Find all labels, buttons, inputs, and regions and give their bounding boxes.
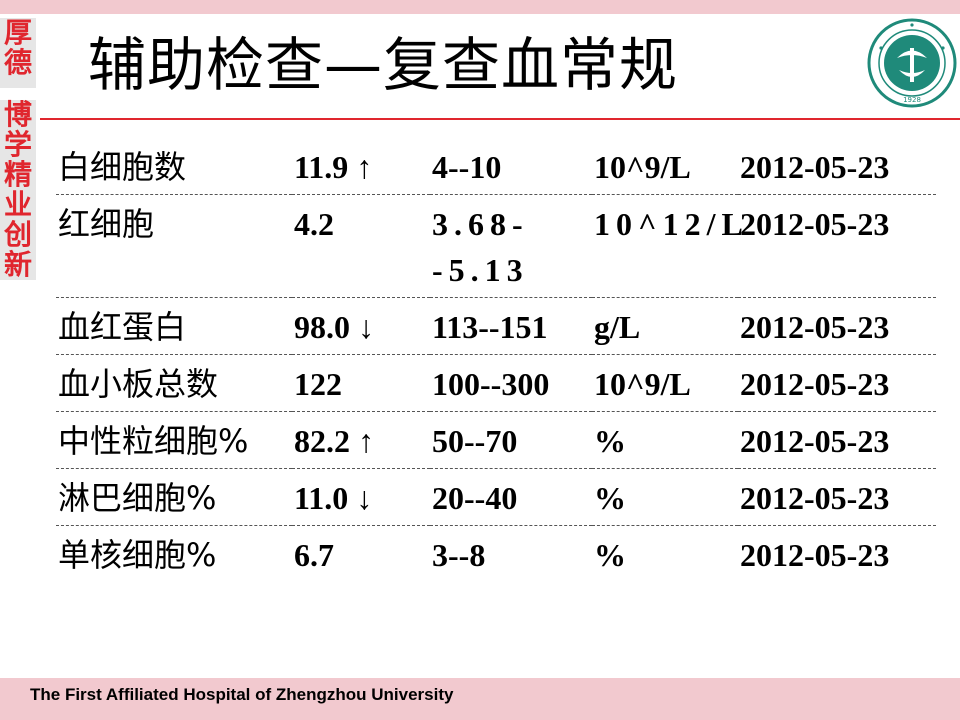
test-value: 82.2 ↑ <box>294 423 374 459</box>
motto-column: 厚 德 博 学 精 业 创 新 <box>0 18 36 280</box>
table-row: 中性粒细胞% 82.2 ↑ 50--70 % 2012-05-23 <box>56 412 936 469</box>
test-name: 血红蛋白 <box>58 308 187 346</box>
table-row: 淋巴细胞% 11.0 ↓ 20--40 % 2012-05-23 <box>56 469 936 526</box>
unit: % <box>594 423 626 459</box>
motto-char: 创 <box>3 218 32 251</box>
blood-test-table: 白细胞数 11.9 ↑ 4--10 10^9/L 2012-05-23 红细胞 … <box>56 138 936 582</box>
test-name: 淋巴细胞% <box>58 479 217 517</box>
motto-top-box: 厚 德 <box>0 18 36 88</box>
test-name: 红细胞 <box>58 205 155 243</box>
title-divider <box>40 118 960 120</box>
reference-range: 20--40 <box>432 480 518 516</box>
test-date: 2012-05-23 <box>740 149 890 185</box>
test-date: 2012-05-23 <box>740 206 890 242</box>
test-date: 2012-05-23 <box>740 366 890 402</box>
motto-bottom-box: 博 学 精 业 创 新 <box>0 100 36 280</box>
test-date: 2012-05-23 <box>740 537 890 573</box>
test-value: 4.2 <box>294 206 334 242</box>
reference-range: 50--70 <box>432 423 518 459</box>
page-title: 辅助检查—复查血常规 <box>88 31 679 99</box>
unit: % <box>594 537 626 573</box>
test-name: 白细胞数 <box>58 148 187 186</box>
motto-char: 博 <box>3 98 32 131</box>
reference-range: 113--151 <box>432 309 548 345</box>
unit: 10^9/L <box>594 366 691 402</box>
motto-char: 厚 <box>3 16 32 49</box>
test-date: 2012-05-23 <box>740 309 890 345</box>
unit: % <box>594 480 626 516</box>
reference-range: 4--10 <box>432 149 502 185</box>
hospital-seal-logo-icon: 1928 <box>867 18 957 108</box>
footer-hospital-name: The First Affiliated Hospital of Zhengzh… <box>30 685 454 704</box>
motto-char: 精 <box>3 158 32 191</box>
motto-char: 业 <box>3 188 32 221</box>
table-row: 红细胞 4.2 3.68--5.13 10^12/L 2012-05-23 <box>56 195 936 298</box>
table-row: 血小板总数 122 100--300 10^9/L 2012-05-23 <box>56 355 936 412</box>
reference-range: 3--8 <box>432 537 486 573</box>
test-value: 6.7 <box>294 537 334 573</box>
unit: 10^9/L <box>594 149 691 185</box>
motto-char: 学 <box>3 128 32 161</box>
reference-range: 3.68--5.13 <box>432 206 529 288</box>
table-row: 单核细胞% 6.7 3--8 % 2012-05-23 <box>56 526 936 583</box>
motto-char: 德 <box>3 46 32 79</box>
test-name: 血小板总数 <box>58 365 219 403</box>
test-name: 单核细胞% <box>58 536 217 574</box>
unit: g/L <box>594 309 641 345</box>
table-row: 血红蛋白 98.0 ↓ 113--151 g/L 2012-05-23 <box>56 298 936 355</box>
test-value: 122 <box>294 366 342 402</box>
table-row: 白细胞数 11.9 ↑ 4--10 10^9/L 2012-05-23 <box>56 138 936 195</box>
motto-char: 新 <box>3 248 32 281</box>
test-date: 2012-05-23 <box>740 423 890 459</box>
top-band <box>0 0 960 14</box>
test-value: 11.0 ↓ <box>294 480 373 516</box>
logo-year: 1928 <box>903 96 921 104</box>
test-value: 11.9 ↑ <box>294 149 373 185</box>
test-value: 98.0 ↓ <box>294 309 374 345</box>
footer-band <box>0 678 960 720</box>
test-date: 2012-05-23 <box>740 480 890 516</box>
unit: 10^12/L <box>594 206 749 242</box>
test-name: 中性粒细胞% <box>58 422 249 460</box>
reference-range: 100--300 <box>432 366 550 402</box>
